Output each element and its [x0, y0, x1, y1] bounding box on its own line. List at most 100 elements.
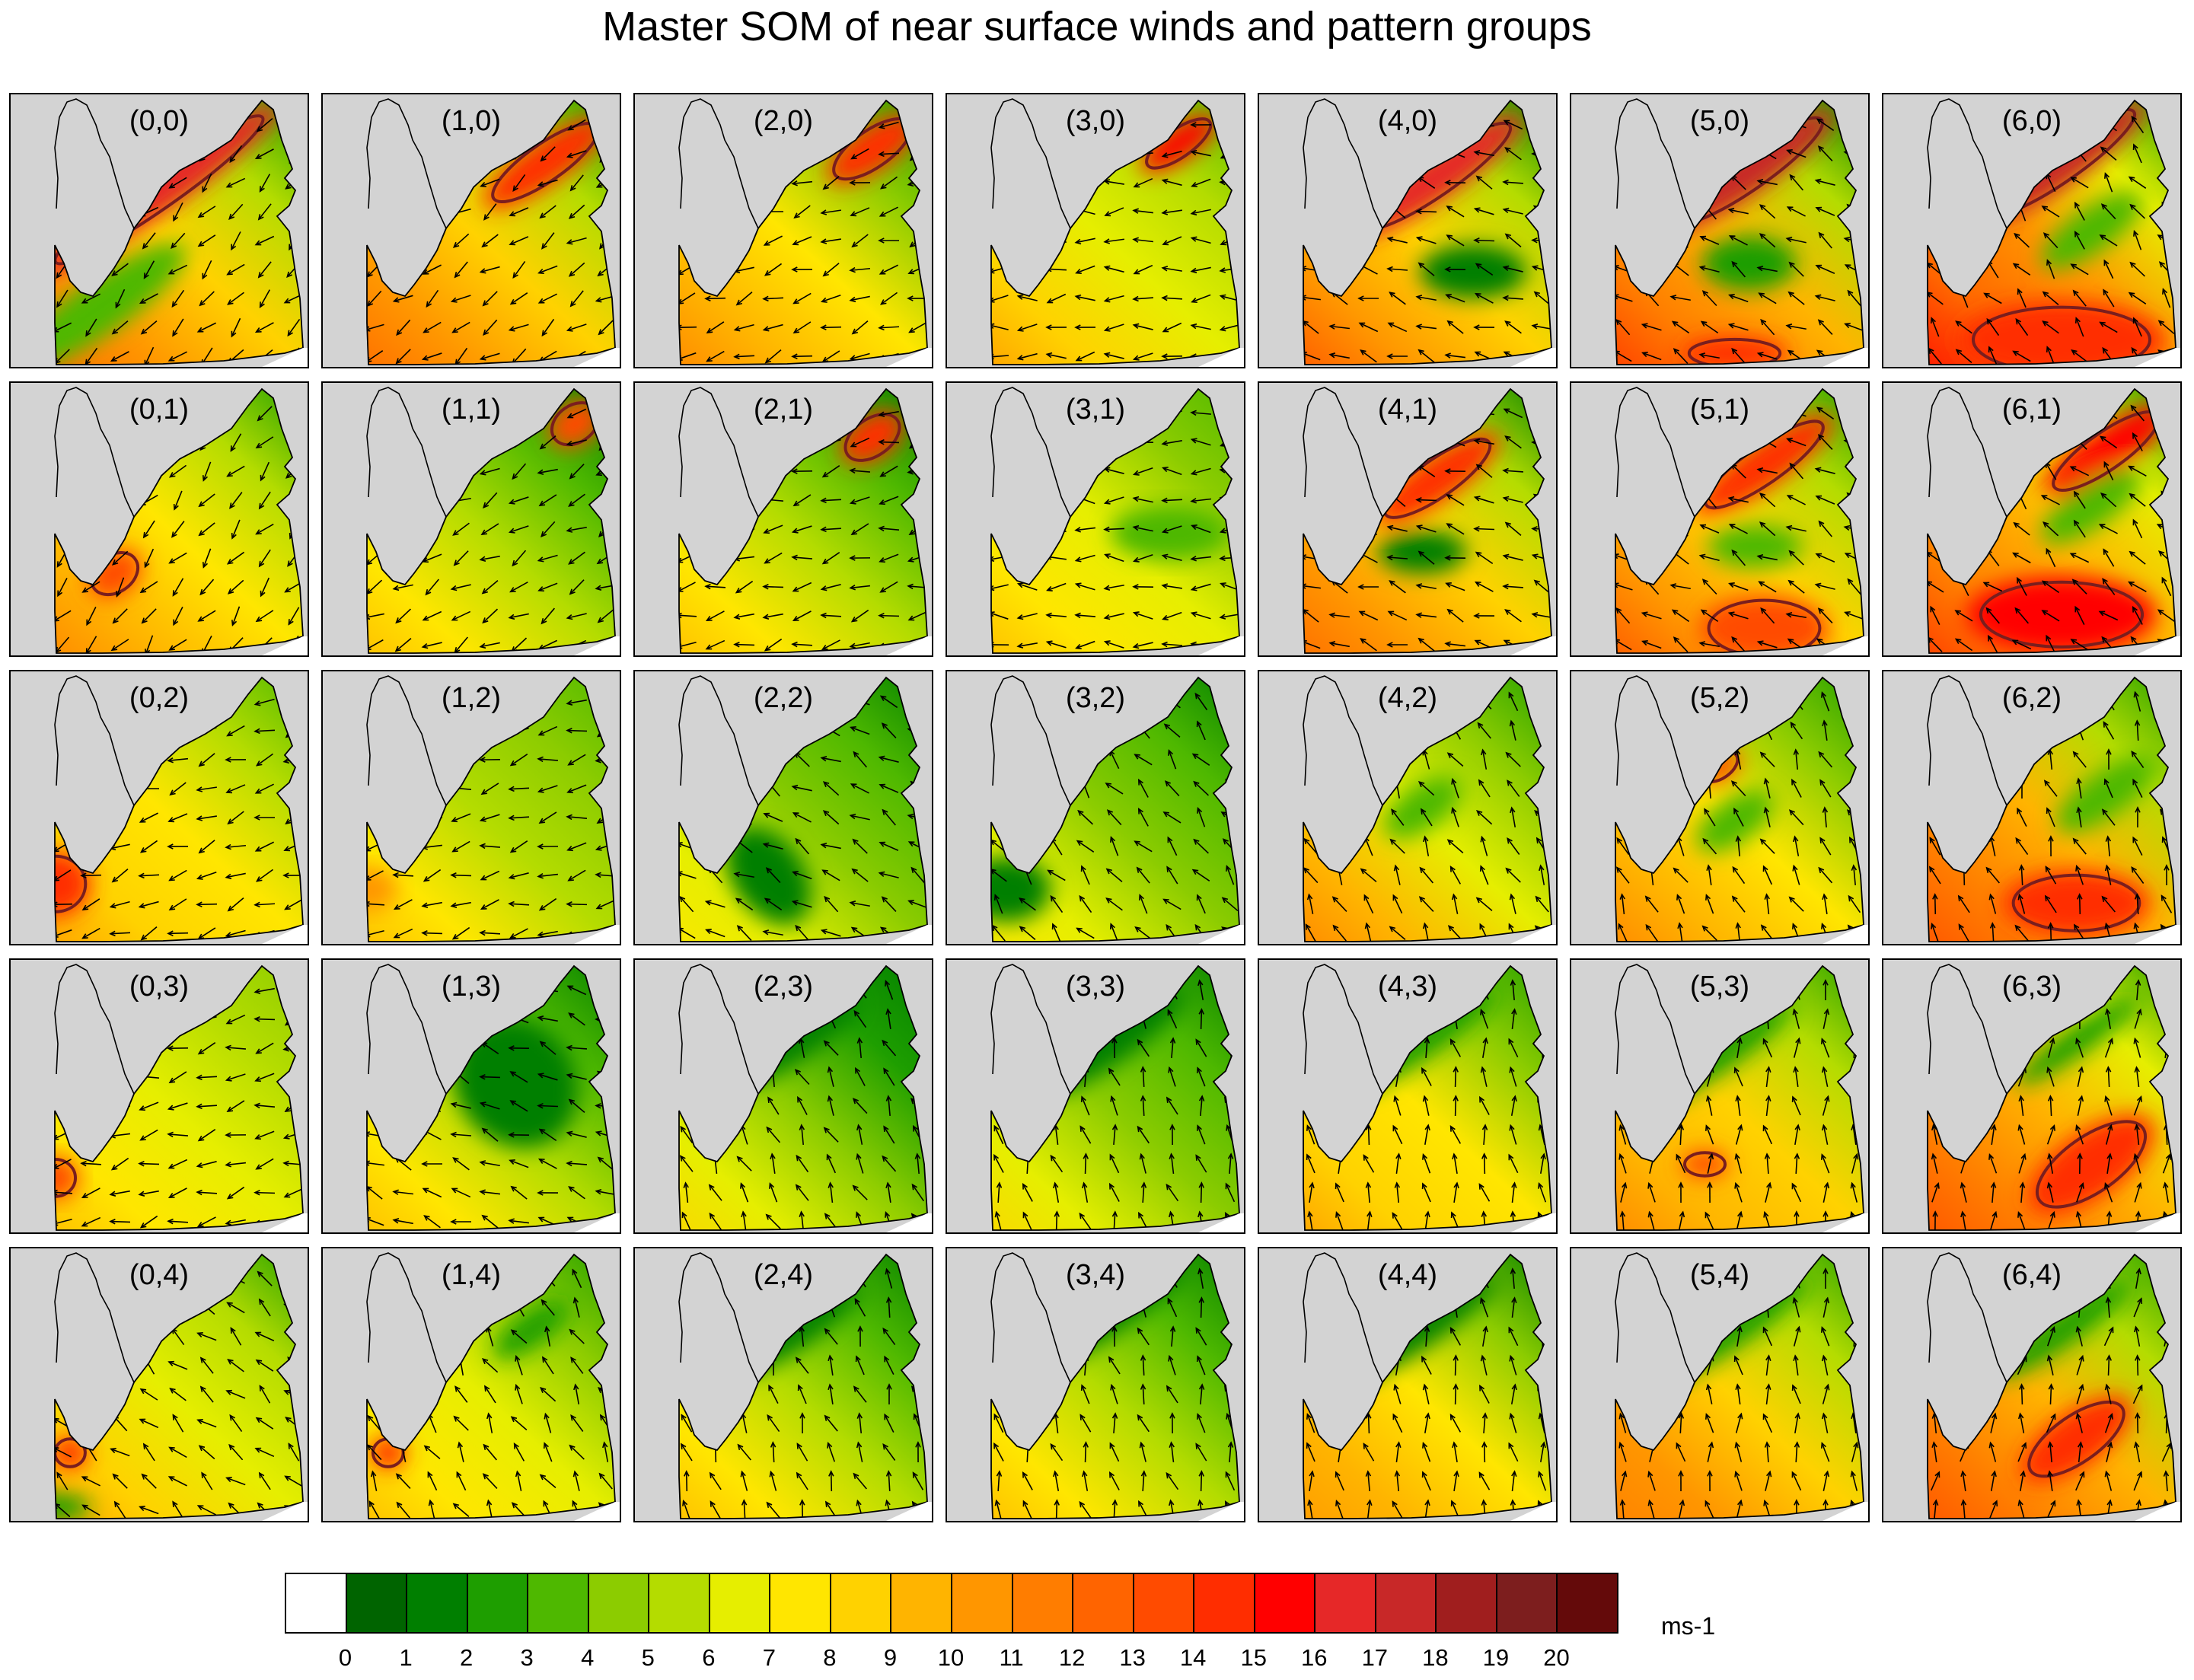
panel-label: (6,3) — [2001, 971, 2062, 1003]
figure-title: Master SOM of near surface winds and pat… — [602, 4, 1592, 49]
panel-label: (6,2) — [2001, 682, 2062, 714]
panel-label: (5,2) — [1689, 682, 1750, 714]
wind-map — [1615, 675, 1868, 944]
missing-data-corner — [2135, 348, 2180, 367]
wind-speed-zone — [55, 1436, 88, 1469]
missing-data-corner — [262, 925, 308, 944]
pattern-group-contour — [1979, 580, 2145, 649]
colorbar-tick-label: 4 — [581, 1644, 595, 1671]
pattern-group-contour — [1382, 437, 1492, 519]
missing-data-corner — [262, 636, 308, 655]
land-boundary — [1927, 98, 2007, 229]
som-panel: (0,1) — [9, 381, 309, 657]
colorbar-swatch — [1314, 1573, 1376, 1634]
panel-label: (2,1) — [753, 394, 814, 426]
missing-data-corner — [262, 1213, 308, 1232]
coastline — [366, 99, 616, 365]
panel-label: (1,3) — [441, 971, 502, 1003]
panel-label: (5,1) — [1689, 394, 1750, 426]
land-boundary — [1303, 1252, 1383, 1383]
wind-map — [1927, 675, 2180, 944]
colorbar-tick-label: 18 — [1422, 1644, 1449, 1671]
som-panel: (4,3) — [1258, 958, 1558, 1234]
wind-map — [678, 964, 932, 1232]
panel-label: (1,1) — [441, 394, 502, 426]
som-panel: (1,2) — [321, 670, 621, 945]
wind-map — [1303, 387, 1556, 655]
colorbar — [285, 1573, 1618, 1634]
som-panel: (4,2) — [1258, 670, 1558, 945]
wind-speed-zone — [2041, 467, 2141, 544]
coastline — [1303, 1253, 1552, 1519]
panel-label: (3,2) — [1065, 682, 1126, 714]
som-panel: (3,3) — [946, 958, 1245, 1234]
wind-map — [990, 675, 1244, 944]
som-panel: (4,4) — [1258, 1247, 1558, 1522]
land-boundary — [366, 1252, 447, 1383]
wind-speed-zone — [2055, 755, 2157, 833]
som-panel: (5,3) — [1570, 958, 1870, 1234]
wind-speed-zone — [2020, 1395, 2132, 1483]
land-boundary — [990, 964, 1071, 1095]
panel-label: (1,0) — [441, 105, 502, 137]
missing-data-corner — [886, 636, 932, 655]
som-panel: (2,4) — [633, 1247, 933, 1522]
wind-map — [990, 964, 1244, 1232]
missing-data-corner — [1198, 348, 1244, 367]
land-boundary — [366, 387, 447, 518]
wind-map — [54, 675, 308, 944]
som-panel: (6,2) — [1882, 670, 2182, 945]
coastline — [1615, 387, 1864, 654]
land-boundary — [1303, 964, 1383, 1095]
panel-label: (4,4) — [1377, 1259, 1438, 1291]
coastline — [1303, 387, 1552, 654]
coastline — [678, 676, 928, 942]
som-panel: (5,0) — [1570, 93, 1870, 368]
colorbar-swatch — [466, 1573, 529, 1634]
land-boundary — [366, 964, 447, 1095]
wind-speed-zone — [2002, 870, 2151, 936]
coastline — [678, 1253, 928, 1519]
land-boundary — [678, 387, 759, 518]
wind-speed-zone — [2043, 404, 2169, 498]
coastline — [1303, 964, 1552, 1231]
som-panel: (2,1) — [633, 381, 933, 657]
colorbar-swatch — [1072, 1573, 1134, 1634]
missing-data-corner — [1510, 925, 1556, 944]
colorbar-swatch — [1435, 1573, 1497, 1634]
wind-map — [1303, 1252, 1556, 1521]
land-boundary — [990, 675, 1071, 806]
colorbar-swatch — [1132, 1573, 1195, 1634]
coastline — [990, 387, 1240, 654]
land-boundary — [1927, 1252, 2007, 1383]
pattern-group-contour — [2027, 1400, 2125, 1478]
som-panel: (1,0) — [321, 93, 621, 368]
colorbar-swatch — [890, 1573, 952, 1634]
wind-map — [990, 98, 1244, 367]
missing-data-corner — [1822, 1502, 1868, 1521]
wind-map — [1927, 964, 2180, 1232]
coastline — [1927, 1253, 2176, 1519]
colorbar-tick-label: 8 — [823, 1644, 837, 1671]
som-panel: (2,0) — [633, 93, 933, 368]
wind-speed-zone — [1378, 530, 1467, 574]
coastline — [990, 964, 1240, 1231]
wind-map — [1615, 387, 1868, 655]
coastline — [366, 676, 616, 942]
missing-data-corner — [574, 925, 620, 944]
land-boundary — [1615, 964, 1695, 1095]
land-boundary — [678, 675, 759, 806]
colorbar-tick-label: 9 — [883, 1644, 898, 1671]
wind-map — [990, 387, 1244, 655]
missing-data-corner — [1198, 1213, 1244, 1232]
wind-speed-zone — [1701, 236, 1797, 291]
wind-map — [366, 675, 620, 944]
som-panel: (3,0) — [946, 93, 1245, 368]
panel-label: (4,3) — [1377, 971, 1438, 1003]
missing-data-corner — [1822, 925, 1868, 944]
coastline — [1615, 676, 1864, 942]
land-boundary — [1615, 387, 1695, 518]
land-boundary — [678, 964, 759, 1095]
pattern-group-contour — [1687, 337, 1782, 365]
colorbar-tick-label: 14 — [1179, 1644, 1207, 1671]
